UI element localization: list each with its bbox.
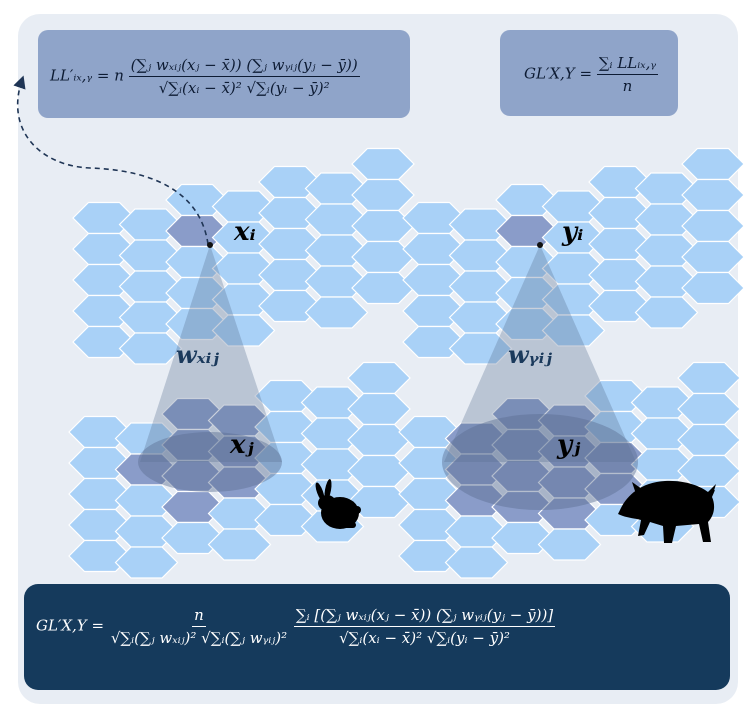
hex-cell <box>444 546 509 579</box>
hex-layer-y-lower <box>398 361 741 579</box>
global-formula-box: GL′X,Y = ∑ᵢ LLᵢₓ,ᵧ n <box>500 30 678 116</box>
hex-cell <box>541 314 606 347</box>
focal-point-x <box>207 242 213 248</box>
global-full-frac2-denominator: √∑ᵢ(xᵢ − x̄)² √∑ᵢ(yᵢ − ȳ)² <box>339 629 510 647</box>
boar-icon <box>618 480 716 543</box>
global-full-frac1-numerator: n <box>192 606 206 627</box>
label-y-i: yᵢ <box>562 217 584 247</box>
neighborhood-ellipse <box>442 414 638 510</box>
hex-cell <box>634 296 699 329</box>
local-formula-box: LL′ᵢₓ,ᵧ = n (∑ⱼ wₓᵢⱼ(xⱼ − x̄)) (∑ⱼ wᵧᵢⱼ(… <box>38 30 410 118</box>
hex-cell <box>537 528 602 561</box>
projection-cones <box>140 245 636 462</box>
local-formula-numerator: (∑ⱼ wₓᵢⱼ(xⱼ − x̄)) (∑ⱼ wᵧᵢⱼ(yⱼ − ȳ)) <box>128 56 360 77</box>
local-formula-denominator: √∑ᵢ(xᵢ − x̄)² √∑ᵢ(yᵢ − ȳ)² <box>158 79 330 97</box>
hex-layer-x-upper <box>72 147 415 365</box>
global-small-fraction: ∑ᵢ LLᵢₓ,ᵧ n <box>596 54 659 95</box>
local-formula: LL′ᵢₓ,ᵧ = n (∑ⱼ wₓᵢⱼ(xⱼ − x̄)) (∑ⱼ wᵧᵢⱼ(… <box>50 56 360 97</box>
global-small-denominator: n <box>622 77 633 95</box>
hex-cell <box>448 332 513 365</box>
hex-cell <box>677 361 741 395</box>
hex-cell <box>347 361 411 395</box>
projection-cone-y <box>444 245 636 462</box>
global-formula-small: GL′X,Y = ∑ᵢ LLᵢₓ,ᵧ n <box>524 54 659 95</box>
hex-cell <box>207 528 272 561</box>
label-x-i: xᵢ <box>234 217 256 247</box>
dashed-arrow <box>13 75 209 245</box>
hex-cell <box>681 147 745 181</box>
rabbit-icon <box>315 479 361 529</box>
global-full-lhs: GL′X,Y = <box>36 616 105 635</box>
global-full-frac2-numerator: ∑ᵢ [(∑ⱼ wₓᵢⱼ(xⱼ − x̄)) (∑ⱼ wᵧᵢⱼ(yⱼ − ȳ))… <box>293 606 556 627</box>
global-formula-banner: GL′X,Y = n √∑ᵢ(∑ⱼ wₓᵢⱼ)² √∑ᵢ(∑ⱼ wᵧᵢⱼ)² ∑… <box>24 584 730 690</box>
global-small-numerator: ∑ᵢ LLᵢₓ,ᵧ <box>596 54 659 75</box>
hex-cell <box>304 296 369 329</box>
hex-cell <box>351 147 415 181</box>
global-small-lhs: GL′X,Y = <box>524 64 593 83</box>
neighborhood-ellipse <box>138 432 282 492</box>
focal-point-y <box>537 242 543 248</box>
hex-layer-x-lower <box>68 361 411 579</box>
label-w-y: wᵧᵢⱼ <box>508 340 552 369</box>
projection-cone-x <box>140 245 282 462</box>
global-full-frac1-denominator: √∑ᵢ(∑ⱼ wₓᵢⱼ)² √∑ᵢ(∑ⱼ wᵧᵢⱼ)² <box>110 629 288 647</box>
global-formula-full: GL′X,Y = n √∑ᵢ(∑ⱼ wₓᵢⱼ)² √∑ᵢ(∑ⱼ wᵧᵢⱼ)² ∑… <box>36 606 556 647</box>
label-y-j: yⱼ <box>557 430 581 460</box>
hex-cell <box>114 546 179 579</box>
hex-cell <box>681 271 745 305</box>
hex-cell <box>211 314 276 347</box>
hex-layer-y-upper <box>402 147 745 365</box>
local-formula-fraction: (∑ⱼ wₓᵢⱼ(xⱼ − x̄)) (∑ⱼ wᵧᵢⱼ(yⱼ − ȳ)) √∑ᵢ… <box>128 56 360 97</box>
hex-cell <box>118 332 183 365</box>
label-w-x: wₓᵢⱼ <box>176 340 219 369</box>
global-full-fraction-1: n √∑ᵢ(∑ⱼ wₓᵢⱼ)² √∑ᵢ(∑ⱼ wᵧᵢⱼ)² <box>109 606 289 647</box>
hex-grid-layers <box>68 147 745 579</box>
label-x-j: xⱼ <box>230 430 254 460</box>
local-formula-lhs: LL′ᵢₓ,ᵧ = n <box>50 66 124 85</box>
global-full-fraction-2: ∑ᵢ [(∑ⱼ wₓᵢⱼ(xⱼ − x̄)) (∑ⱼ wᵧᵢⱼ(yⱼ − ȳ))… <box>293 606 556 647</box>
